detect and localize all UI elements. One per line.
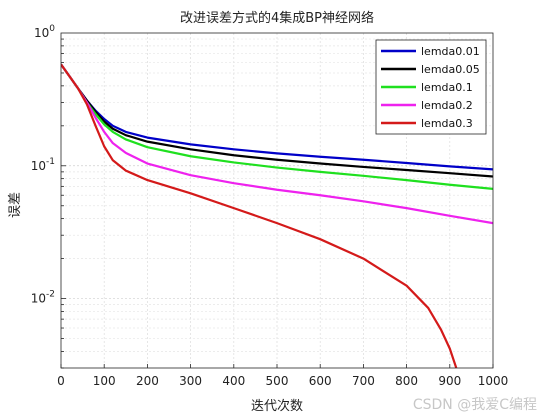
x-tick-label: 400: [222, 374, 245, 388]
chart-title: 改进误差方式的4集成BP神经网络: [180, 10, 374, 26]
series-lines: [61, 63, 493, 368]
x-tick-label: 100: [93, 374, 116, 388]
y-tick-label: 10-1: [31, 157, 55, 173]
x-tick-label: 0: [57, 374, 65, 388]
series-line-lemda0-3: [61, 63, 458, 368]
legend-entry-label: lemda0.1: [421, 81, 473, 94]
watermark: CSDN @我爱C编程: [412, 397, 537, 413]
legend-entry-label: lemda0.05: [421, 63, 480, 76]
legend-entry-label: lemda0.3: [421, 117, 473, 130]
x-tick-label: 800: [395, 374, 418, 388]
x-tick-label: 900: [438, 374, 461, 388]
x-tick-label: 200: [136, 374, 159, 388]
x-ticks: 0 100 200 300 400 500 600 700 800 900 1000: [57, 364, 508, 388]
x-tick-label: 1000: [478, 374, 509, 388]
x-tick-label: 600: [309, 374, 332, 388]
x-tick-label: 700: [352, 374, 375, 388]
y-tick-label: 100: [34, 24, 55, 40]
legend-entry-label: lemda0.2: [421, 99, 473, 112]
legend: lemda0.01 lemda0.05 lemda0.1 lemda0.2 lemda0…: [375, 39, 487, 135]
y-axis-label: 误差: [8, 192, 23, 218]
x-axis-label: 迭代次数: [251, 398, 303, 414]
x-tick-label: 300: [179, 374, 202, 388]
legend-entry-label: lemda0.01: [421, 45, 480, 58]
y-tick-label: 10-2: [31, 290, 55, 306]
y-ticks: 100 10-1 10-2: [31, 24, 66, 369]
x-tick-label: 500: [266, 374, 289, 388]
